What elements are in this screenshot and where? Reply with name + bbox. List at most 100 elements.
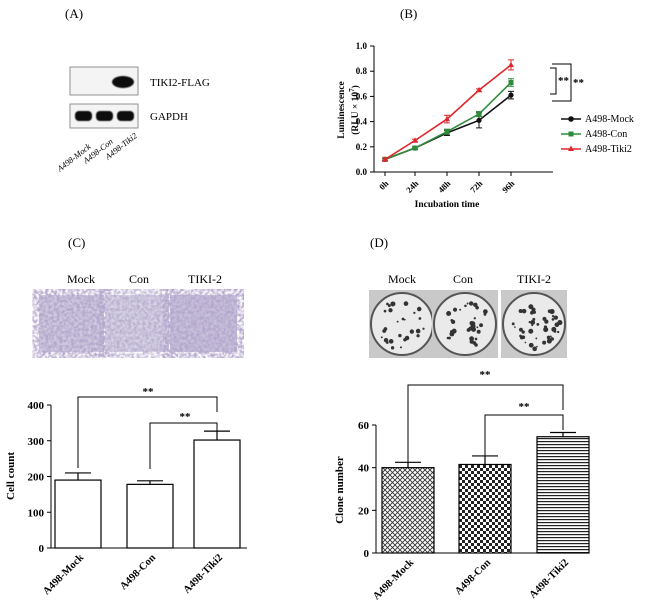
d-colony-dot bbox=[451, 328, 457, 334]
d-colony-dot bbox=[390, 346, 395, 350]
b-x-tick-label: 0h bbox=[377, 178, 391, 192]
b-sig-outer: ** bbox=[573, 77, 585, 89]
d-sig-outer: ** bbox=[480, 369, 492, 381]
d-colony-dot bbox=[536, 345, 538, 348]
d-y-tick-label: 0 bbox=[364, 548, 370, 560]
b-y-tick-label: 0.0 bbox=[356, 167, 368, 177]
d-sig-inner: ** bbox=[519, 401, 531, 413]
b-y-label: Luminescence bbox=[337, 81, 347, 139]
d-colony-dot bbox=[388, 339, 394, 344]
d-colony-dot bbox=[448, 336, 451, 340]
d-colony-dot bbox=[388, 308, 393, 313]
d-colony-dot bbox=[473, 302, 478, 308]
panel-a: (A) TIKI2-FLAG GAPDH A498-Mock A498-Con … bbox=[54, 6, 210, 174]
d-colony-dot bbox=[557, 330, 560, 334]
d-colony-dot bbox=[471, 326, 477, 332]
d-colony-dot bbox=[413, 311, 416, 314]
d-colony-dot bbox=[422, 327, 425, 330]
b-x-tick-label: 48h bbox=[436, 178, 453, 195]
b-point-a498-tiki2 bbox=[412, 137, 418, 143]
b-legend: A498-Mock A498-Con A498-Tiki2 bbox=[561, 114, 634, 155]
d-bracket-inner bbox=[484, 414, 564, 462]
blot-band-gapdh-2 bbox=[96, 111, 113, 121]
d-colony-dot bbox=[547, 338, 552, 342]
d-y-tick-label: 60 bbox=[358, 420, 370, 432]
b-x-ticks: 0h 24h 48h 72h 96h bbox=[377, 172, 517, 195]
d-x-tick-label: A498-Con bbox=[453, 557, 493, 597]
b-point-a498-con bbox=[476, 111, 482, 117]
d-colony-dot bbox=[550, 337, 554, 341]
b-bracket-inner bbox=[550, 67, 557, 95]
d-colony-dot bbox=[521, 308, 527, 314]
b-series-group bbox=[382, 59, 514, 162]
d-colony-dot bbox=[519, 334, 522, 338]
b-bracket-outer bbox=[552, 63, 572, 102]
c-y-ticks: 0 100 200 300 400 bbox=[28, 400, 51, 555]
d-colony-dot bbox=[472, 341, 477, 345]
d-colony-dot bbox=[452, 307, 458, 312]
d-colony-dot bbox=[403, 318, 406, 321]
d-colony-dot bbox=[518, 308, 523, 314]
panel-c: (C) Mock Con TIKI-2 0 100 200 300 400 A498-M… bbox=[5, 235, 247, 597]
d-colony-dot bbox=[416, 334, 420, 338]
d-colony-dot bbox=[519, 327, 523, 332]
d-colony-dot bbox=[387, 304, 391, 308]
d-colony-dot bbox=[530, 320, 536, 325]
d-bars: A498-Mock A498-Con A498-Tiki2 bbox=[371, 431, 590, 602]
c-y-tick-label: 0 bbox=[39, 543, 45, 555]
d-colony-dot bbox=[542, 316, 547, 321]
d-colony-dot bbox=[385, 341, 389, 344]
legend-label-mock: A498-Mock bbox=[585, 114, 634, 125]
panel-c-label: (C) bbox=[68, 235, 85, 250]
panel-a-label: (A) bbox=[65, 6, 83, 21]
b-y-tick-label: 0.4 bbox=[356, 117, 368, 127]
c-micrograph-mock bbox=[39, 295, 104, 352]
c-bracket-inner bbox=[149, 422, 218, 469]
b-point-a498-con bbox=[444, 129, 450, 135]
d-colony-dot bbox=[474, 337, 478, 341]
d-colony-dot bbox=[401, 317, 405, 321]
d-img-label-tiki2: TIKI-2 bbox=[517, 272, 551, 286]
panel-b-label: (B) bbox=[400, 6, 417, 21]
legend-label-tiki2: A498-Tiki2 bbox=[585, 144, 632, 155]
b-series-line-a498-mock bbox=[384, 94, 512, 161]
d-colony-dot bbox=[524, 341, 527, 344]
b-point-a498-con bbox=[508, 80, 514, 86]
b-point-a498-tiki2 bbox=[444, 115, 450, 122]
d-bar-a498-tiki2 bbox=[536, 436, 590, 554]
d-colony-dot bbox=[483, 309, 488, 314]
d-dishes bbox=[369, 290, 567, 358]
d-colony-dot bbox=[382, 329, 387, 333]
d-colony-dot bbox=[547, 309, 552, 314]
panel-d-label: (D) bbox=[370, 235, 388, 250]
d-colony-dot bbox=[403, 301, 409, 306]
d-colony-dot bbox=[403, 338, 407, 342]
b-y-tick-label: 1.0 bbox=[356, 41, 368, 51]
c-img-label-mock: Mock bbox=[67, 272, 95, 286]
c-x-tick-label: A498-Con bbox=[118, 552, 158, 592]
d-colony-dot bbox=[398, 333, 402, 338]
d-colony-dot bbox=[383, 309, 387, 313]
c-x-tick-label: A498-Tiki2 bbox=[182, 552, 226, 596]
legend-label-con: A498-Con bbox=[585, 129, 627, 140]
d-y-tick-label: 40 bbox=[358, 463, 370, 475]
d-colony-dot bbox=[551, 318, 555, 321]
d-img-label-mock: Mock bbox=[388, 272, 416, 286]
d-colony-dot bbox=[473, 317, 476, 320]
d-colony-dot bbox=[542, 340, 547, 345]
d-colony-dot bbox=[532, 346, 537, 352]
c-x-tick-label: A498-Mock bbox=[41, 552, 86, 597]
d-dish bbox=[433, 292, 497, 356]
b-point-a498-mock bbox=[508, 92, 514, 98]
b-y-label-units: (RLU × 107) bbox=[348, 85, 361, 135]
c-y-label: Cell count bbox=[5, 452, 17, 500]
c-bars: A498-Mock A498-Con A498-Tiki2 bbox=[41, 430, 241, 597]
d-colony-dot bbox=[466, 302, 469, 305]
c-img-label-con: Con bbox=[129, 272, 149, 286]
c-y-tick-label: 100 bbox=[28, 507, 45, 519]
b-point-a498-tiki2 bbox=[382, 156, 388, 162]
c-micrograph-tiki2 bbox=[170, 295, 237, 352]
d-colony-dot bbox=[511, 322, 515, 326]
b-y-ticks: 0.0 0.2 0.4 0.6 0.8 1.0 bbox=[356, 41, 374, 177]
c-sig-inner: ** bbox=[180, 411, 192, 423]
